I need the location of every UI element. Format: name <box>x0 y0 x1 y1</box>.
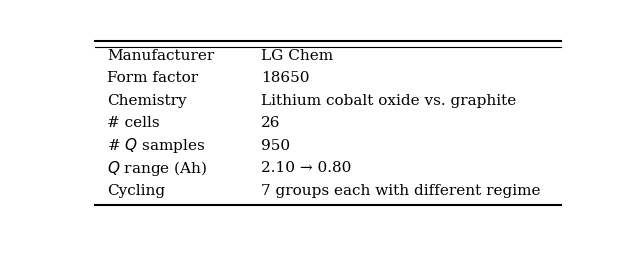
Text: # cells: # cells <box>108 116 160 130</box>
Text: 26: 26 <box>261 116 280 130</box>
Text: 950: 950 <box>261 139 290 153</box>
Text: Manufacturer: Manufacturer <box>108 49 214 63</box>
Text: 7 groups each with different regime: 7 groups each with different regime <box>261 184 541 198</box>
Text: 2.10 → 0.80: 2.10 → 0.80 <box>261 161 351 175</box>
Text: $Q$ range (Ah): $Q$ range (Ah) <box>108 159 207 178</box>
Text: Lithium cobalt oxide vs. graphite: Lithium cobalt oxide vs. graphite <box>261 94 516 108</box>
Text: LG Chem: LG Chem <box>261 49 333 63</box>
Text: Cycling: Cycling <box>108 184 165 198</box>
Text: Chemistry: Chemistry <box>108 94 187 108</box>
Text: 18650: 18650 <box>261 71 310 85</box>
Text: Form factor: Form factor <box>108 71 198 85</box>
Text: # $Q$ samples: # $Q$ samples <box>108 136 206 155</box>
